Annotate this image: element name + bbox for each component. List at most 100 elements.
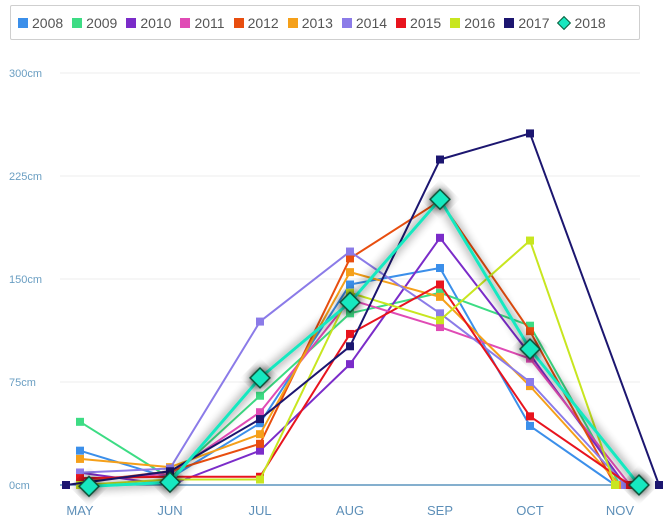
series-line bbox=[79, 283, 631, 486]
data-point[interactable] bbox=[256, 475, 264, 484]
series-lines bbox=[62, 129, 663, 498]
data-point[interactable] bbox=[436, 155, 444, 164]
legend-label: 2011 bbox=[194, 14, 225, 31]
data-point[interactable] bbox=[346, 309, 354, 318]
legend-label: 2017 bbox=[518, 14, 550, 31]
legend-item-2018[interactable]: 2018 bbox=[556, 14, 606, 31]
series-2011[interactable] bbox=[76, 295, 634, 489]
x-tick-label: SEP bbox=[427, 503, 453, 518]
legend-label: 2018 bbox=[574, 14, 606, 31]
series-line bbox=[65, 132, 660, 486]
data-point[interactable] bbox=[526, 382, 534, 391]
legend-label: 2008 bbox=[32, 14, 64, 31]
data-point[interactable] bbox=[346, 342, 354, 351]
x-axis-ticks: MAY JUN JUL AUG SEP OCT NOV bbox=[66, 503, 634, 518]
data-point[interactable] bbox=[611, 481, 619, 489]
legend-item-2017[interactable]: 2017 bbox=[504, 14, 550, 31]
data-point[interactable] bbox=[526, 236, 534, 245]
data-point[interactable] bbox=[346, 254, 354, 263]
data-point[interactable] bbox=[526, 129, 534, 138]
data-point[interactable] bbox=[346, 280, 354, 289]
data-point[interactable] bbox=[429, 188, 451, 211]
data-point[interactable] bbox=[256, 317, 264, 326]
data-point[interactable] bbox=[76, 474, 84, 483]
data-point[interactable] bbox=[436, 323, 444, 332]
data-point[interactable] bbox=[519, 338, 541, 361]
data-point[interactable] bbox=[256, 446, 264, 455]
y-tick-label: 150cm bbox=[9, 274, 42, 286]
legend-label: 2009 bbox=[86, 14, 118, 31]
data-point[interactable] bbox=[436, 316, 444, 325]
data-point[interactable] bbox=[249, 366, 271, 389]
data-point[interactable] bbox=[526, 321, 534, 330]
legend-swatch bbox=[126, 17, 137, 28]
data-point[interactable] bbox=[339, 291, 361, 314]
data-point[interactable] bbox=[62, 481, 70, 489]
data-point[interactable] bbox=[346, 360, 354, 369]
legend-swatch bbox=[504, 17, 515, 28]
y-axis-ticks: 0cm 75cm 150cm 225cm 300cm bbox=[9, 68, 42, 492]
legend-label: 2016 bbox=[464, 14, 496, 31]
data-point[interactable] bbox=[76, 446, 84, 455]
series-2018[interactable] bbox=[78, 188, 650, 498]
series-2009[interactable] bbox=[76, 288, 624, 489]
data-point[interactable] bbox=[256, 430, 264, 439]
legend-label: 2014 bbox=[355, 14, 388, 31]
data-point[interactable] bbox=[436, 309, 444, 318]
data-point[interactable] bbox=[628, 474, 650, 496]
data-point[interactable] bbox=[346, 268, 354, 277]
data-point[interactable] bbox=[655, 481, 663, 489]
legend-item-2013[interactable]: 2013 bbox=[287, 14, 333, 31]
legend-item-2016[interactable]: 2016 bbox=[450, 15, 495, 31]
series-2017[interactable] bbox=[62, 129, 663, 489]
data-point[interactable] bbox=[526, 412, 534, 421]
legend-item-2010[interactable]: 2010 bbox=[126, 15, 171, 31]
legend-item-2009[interactable]: 2009 bbox=[72, 15, 117, 31]
legend-item-2012[interactable]: 2012 bbox=[233, 14, 279, 31]
data-point[interactable] bbox=[76, 417, 84, 426]
x-tick-label: AUG bbox=[336, 503, 364, 518]
legend-swatch bbox=[180, 17, 191, 28]
legend-swatch bbox=[287, 17, 298, 28]
data-point[interactable] bbox=[256, 419, 264, 428]
legend-label: 2013 bbox=[301, 14, 333, 31]
legend-label: 2012 bbox=[247, 14, 279, 31]
data-point[interactable] bbox=[346, 247, 354, 256]
data-point[interactable] bbox=[621, 481, 629, 489]
legend-item-2015[interactable]: 2015 bbox=[396, 15, 441, 31]
data-point[interactable] bbox=[436, 292, 444, 301]
data-point[interactable] bbox=[256, 439, 264, 448]
data-point[interactable] bbox=[76, 468, 84, 477]
data-point[interactable] bbox=[256, 391, 264, 400]
grid-lines bbox=[60, 72, 640, 486]
data-point[interactable] bbox=[436, 233, 444, 242]
legend-swatch bbox=[233, 17, 244, 28]
data-point[interactable] bbox=[346, 329, 354, 338]
legend-swatch bbox=[450, 17, 461, 28]
data-point[interactable] bbox=[76, 454, 84, 463]
x-tick-label: JUN bbox=[157, 503, 182, 518]
data-point[interactable] bbox=[436, 288, 444, 297]
data-point[interactable] bbox=[436, 280, 444, 289]
data-point[interactable] bbox=[526, 378, 534, 386]
chart-legend: 2008 2009 2010 2011 2012 2013 2014 2015 2016 2017… bbox=[10, 5, 640, 40]
data-point[interactable] bbox=[436, 264, 444, 273]
data-point[interactable] bbox=[159, 471, 181, 494]
data-point[interactable] bbox=[616, 481, 624, 489]
y-tick-label: 300cm bbox=[9, 68, 42, 80]
data-point[interactable] bbox=[78, 475, 100, 498]
legend-swatch bbox=[72, 17, 83, 28]
data-point[interactable] bbox=[256, 415, 264, 424]
y-tick-label: 0cm bbox=[9, 480, 30, 492]
legend-item-2014[interactable]: 2014 bbox=[341, 14, 388, 31]
legend-swatch bbox=[396, 17, 407, 28]
data-point[interactable] bbox=[166, 467, 174, 476]
data-point[interactable] bbox=[256, 408, 264, 417]
legend-item-2011[interactable]: 2011 bbox=[180, 14, 225, 31]
legend-item-2008[interactable]: 2008 bbox=[18, 15, 63, 31]
data-point[interactable] bbox=[526, 421, 534, 430]
legend-swatch bbox=[341, 17, 352, 28]
data-point[interactable] bbox=[526, 327, 534, 336]
x-tick-label: OCT bbox=[516, 503, 544, 518]
